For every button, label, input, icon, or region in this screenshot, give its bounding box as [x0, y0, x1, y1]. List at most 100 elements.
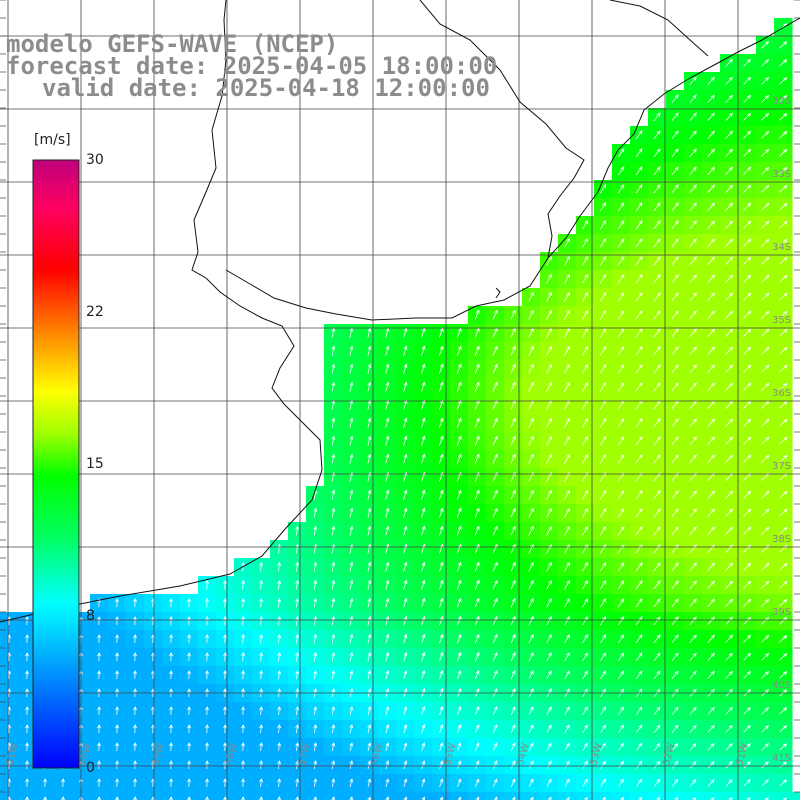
wind-arrow: [403, 651, 408, 662]
wind-arrow: [725, 634, 734, 643]
wind-arrow: [761, 166, 770, 175]
wind-arrow: [385, 435, 390, 446]
wind-arrow: [349, 525, 354, 536]
wind-arrow: [599, 327, 607, 338]
wind-arrow: [725, 94, 733, 103]
wind-arrow: [421, 561, 426, 572]
colorbar-tick-15: 15: [86, 456, 104, 472]
lat-label: 34S: [772, 242, 791, 253]
wind-arrow: [331, 435, 336, 446]
wind-arrow: [528, 579, 534, 590]
wind-arrow: [743, 436, 752, 445]
wind-arrow: [778, 256, 788, 265]
wind-arrow: [97, 652, 101, 662]
wind-arrow: [259, 561, 264, 572]
wind-arrow: [403, 706, 408, 716]
wind-arrow: [421, 778, 426, 788]
wind-arrow: [635, 274, 643, 284]
wind-arrow: [761, 59, 770, 67]
wind-arrow: [617, 310, 625, 320]
wind-arrow: [617, 598, 625, 608]
wind-arrow: [599, 381, 607, 392]
wind-arrow: [761, 671, 770, 679]
wind-arrow: [349, 724, 354, 734]
wind-cell: [594, 792, 613, 800]
wind-cell: [774, 792, 793, 800]
wind-arrow: [635, 238, 643, 248]
wind-arrow: [725, 544, 734, 553]
wind-arrow: [474, 363, 480, 374]
wind-arrow: [295, 525, 300, 536]
wind-arrow: [133, 706, 137, 716]
wind-arrow: [385, 742, 390, 752]
wind-arrow: [761, 292, 770, 301]
wind-arrow: [778, 508, 788, 517]
wind-arrow: [743, 382, 752, 391]
wind-arrow: [707, 94, 715, 103]
wind-arrow: [779, 95, 788, 103]
wind-arrow: [618, 724, 625, 733]
wind-arrow: [671, 364, 679, 374]
wind-arrow: [474, 615, 480, 626]
wind-arrow: [492, 615, 498, 626]
wind-arrow: [349, 669, 354, 680]
wind-arrow: [636, 742, 643, 751]
wind-arrow: [546, 525, 552, 536]
wind-arrow: [331, 507, 336, 518]
wind-arrow: [564, 345, 571, 356]
wind-arrow: [367, 363, 372, 374]
wind-arrow: [653, 436, 661, 446]
wind-arrow: [546, 670, 552, 680]
wind-arrow: [564, 327, 571, 338]
wind-arrow: [617, 274, 625, 284]
wind-arrow: [671, 634, 679, 644]
wind-arrow: [778, 274, 788, 283]
wind-arrow: [617, 256, 625, 266]
wind-arrow: [385, 724, 390, 734]
wind-cell: [756, 792, 775, 800]
wind-arrow: [778, 292, 788, 301]
wind-arrow: [403, 669, 408, 680]
wind-arrow: [725, 779, 733, 787]
wind-arrow: [492, 453, 498, 464]
wind-arrow: [599, 616, 607, 626]
wind-arrow: [635, 706, 643, 715]
wind-arrow: [403, 363, 408, 374]
wind-arrow: [778, 203, 788, 211]
wind-arrow: [635, 184, 643, 194]
wind-arrow: [474, 597, 480, 608]
wind-arrow: [653, 508, 661, 518]
colorbar-unit: [m/s]: [34, 132, 71, 148]
wind-arrow: [653, 256, 661, 266]
wind-arrow: [510, 309, 516, 320]
wind-arrow: [778, 454, 788, 463]
wind-arrow: [438, 381, 444, 392]
wind-arrow: [671, 454, 679, 464]
wind-arrow: [331, 399, 336, 410]
wind-arrow: [528, 778, 534, 787]
wind-arrow: [223, 615, 227, 626]
wind-arrow: [474, 525, 480, 536]
wind-arrow: [671, 130, 679, 140]
wind-arrow: [782, 797, 787, 800]
wind-arrow: [689, 670, 697, 679]
wind-arrow: [97, 616, 101, 626]
wind-arrow: [349, 399, 354, 410]
wind-arrow: [743, 328, 752, 337]
wind-arrow: [474, 381, 480, 392]
wind-arrow: [725, 58, 733, 67]
wind-arrow: [725, 761, 733, 769]
wind-arrow: [492, 507, 498, 518]
wind-arrow: [778, 580, 788, 589]
wind-arrow: [133, 796, 137, 800]
wind-arrow: [617, 148, 625, 158]
wind-arrow: [564, 525, 570, 536]
wind-arrow: [707, 634, 715, 643]
wind-arrow: [187, 706, 191, 716]
wind-arrow: [223, 706, 227, 716]
wind-arrow: [546, 453, 552, 464]
wind-arrow: [367, 525, 372, 536]
wind-arrow: [385, 633, 390, 644]
wind-arrow: [689, 364, 697, 374]
wind-cell: [126, 792, 145, 800]
